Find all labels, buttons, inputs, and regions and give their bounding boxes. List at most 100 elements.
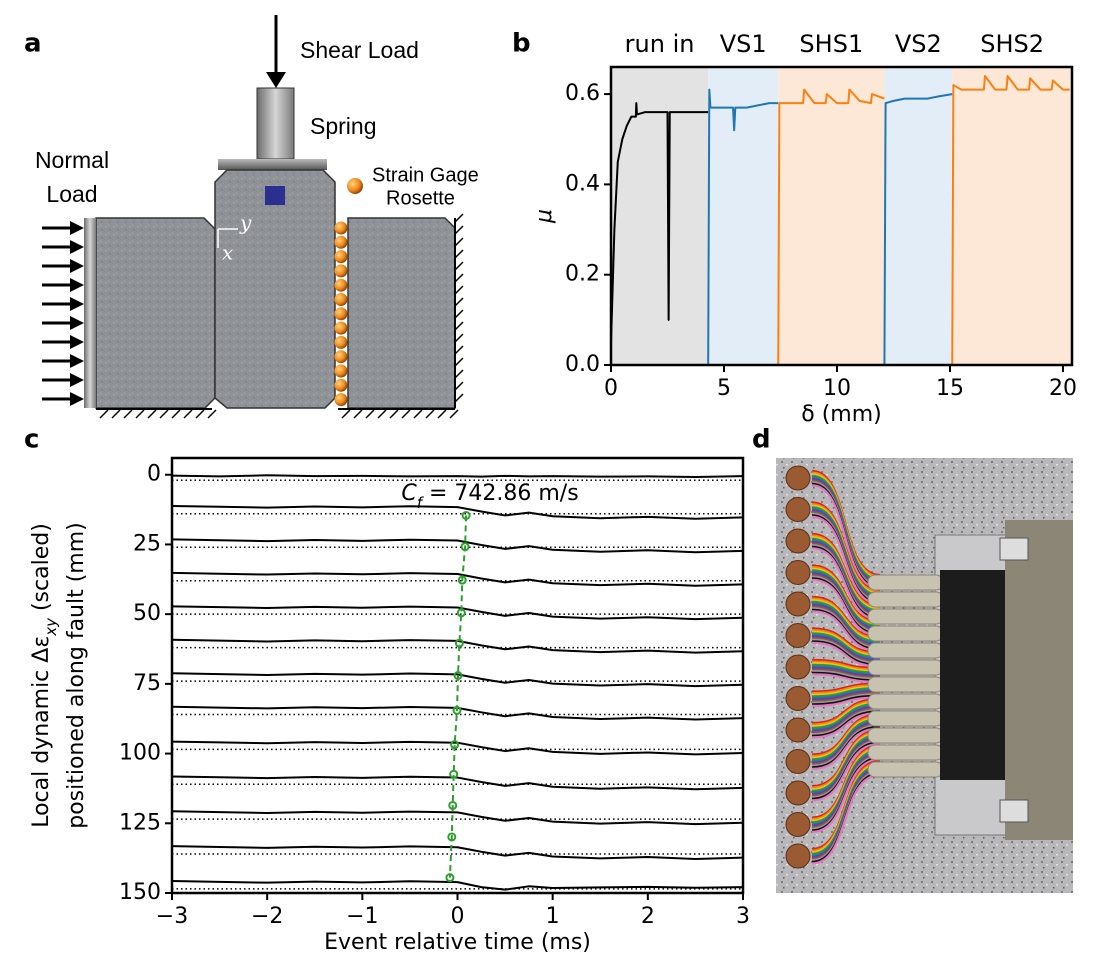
hatch [454, 261, 464, 271]
line [172, 845, 743, 860]
tube [867, 761, 944, 778]
diagram: Shear Load Spring y x Strain Gage Rosett… [35, 15, 479, 419]
arrow [70, 278, 84, 292]
y-tick-label: 50 [133, 601, 161, 626]
line [172, 638, 743, 654]
tube [867, 608, 944, 625]
coin [785, 654, 811, 680]
fit-line [448, 515, 468, 878]
hatch [454, 309, 464, 319]
arrow [70, 316, 84, 330]
plot-area [172, 474, 743, 891]
arrow [70, 297, 84, 311]
tube [867, 574, 944, 591]
hatch [389, 409, 399, 419]
wire [811, 707, 881, 734]
hatch [454, 345, 464, 355]
wire [811, 666, 881, 677]
hatch [454, 273, 464, 283]
hatch [111, 409, 121, 419]
x-axis-label: δ (mm) [801, 402, 881, 427]
rosette [334, 335, 348, 349]
annotation: Cf = 742.86 m/s [401, 481, 578, 512]
region-label: VS2 [895, 30, 942, 58]
hatch [454, 333, 464, 343]
wire [811, 632, 881, 659]
hatch [454, 321, 464, 331]
region [884, 67, 953, 365]
coin [785, 749, 811, 774]
photo [776, 458, 1073, 893]
tube [867, 727, 944, 744]
wire [811, 758, 881, 833]
wire [811, 690, 881, 701]
rosette [334, 278, 348, 292]
tube [867, 642, 944, 659]
plot-area [611, 67, 1072, 365]
rosette [334, 350, 348, 364]
hatch [413, 409, 423, 419]
wire [811, 665, 881, 676]
y-axis-label-part: (scaled) [29, 523, 54, 618]
line [172, 880, 743, 891]
annotation-part: C [401, 481, 417, 506]
coin [785, 717, 811, 743]
y-axis-label: Local dynamic Δεxy (scaled) [29, 523, 60, 828]
x-tick-label: 10 [823, 376, 851, 401]
line [777, 88, 885, 365]
x-tick-label: −3 [156, 904, 188, 929]
pick [450, 740, 460, 750]
region-label: VS1 [720, 30, 767, 58]
wire [811, 742, 881, 802]
line [172, 538, 743, 554]
rosette [334, 221, 348, 235]
hatch [437, 409, 447, 419]
x-tick-label: −1 [346, 904, 378, 929]
arrow [70, 392, 84, 406]
axis-label: x [222, 241, 233, 265]
wire [811, 773, 881, 865]
rosette [334, 393, 348, 407]
wire [811, 633, 881, 660]
line [172, 810, 743, 826]
rosette [334, 378, 348, 392]
x-tick-label: 3 [736, 904, 750, 929]
diagram-label: Shear Load [300, 37, 419, 63]
rosette [334, 293, 348, 306]
coin [785, 465, 811, 491]
wire [811, 635, 881, 662]
tube [867, 659, 944, 676]
coin [785, 591, 811, 617]
hatch [377, 409, 387, 419]
hatch [454, 249, 464, 259]
region-label: SHS2 [980, 30, 1044, 58]
hatch [454, 285, 464, 295]
coin [785, 812, 811, 837]
panel-label: d [752, 425, 771, 455]
pick [457, 575, 467, 585]
hatch [454, 393, 464, 403]
coin [785, 780, 811, 806]
y-axis-label-part: Local dynamic Δε [29, 636, 54, 828]
hatch [135, 409, 145, 419]
line [611, 102, 709, 343]
coin [785, 528, 811, 554]
y-tick-label: 100 [119, 741, 161, 766]
panel-label: c [24, 425, 39, 455]
wire [811, 637, 881, 663]
hatch [207, 409, 217, 419]
panel-label: a [24, 29, 42, 59]
diagram-label: Load [46, 181, 97, 207]
y-axis-label: positioned along fault (mm) [64, 522, 89, 829]
pick [449, 769, 459, 779]
arrow [70, 354, 84, 368]
tube [867, 676, 944, 693]
wire [811, 708, 881, 736]
hatch [454, 213, 464, 223]
arrow [70, 335, 84, 349]
hatch [365, 409, 375, 419]
arrow [70, 221, 84, 235]
coin [785, 497, 811, 522]
arrow [70, 373, 84, 387]
tube [867, 625, 944, 642]
